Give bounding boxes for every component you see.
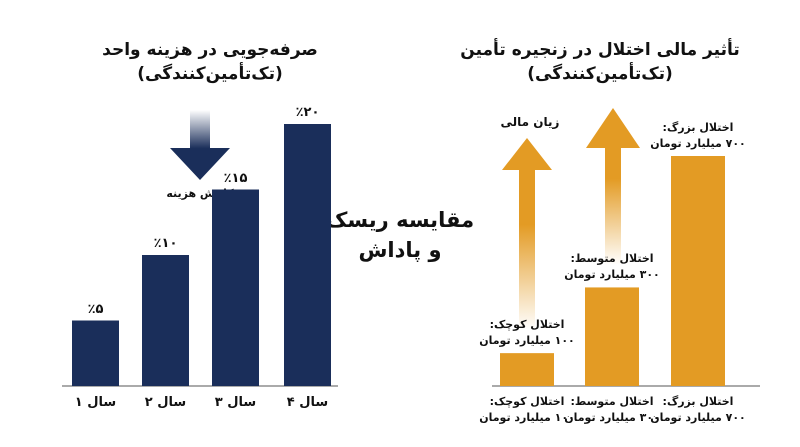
center-caption: مقایسه ریسک و پاداش [325,205,475,265]
left-bar-value-label-line: ٪۵ [87,301,104,317]
right-x-tick-label-line: اختلال بزرگ: [662,395,734,408]
left-bar-4 [284,124,331,386]
financial-loss-arrow-small-icon [502,138,552,330]
right-x-tick-label-line: ۱۰۰ میلیارد تومان [479,411,575,424]
left-x-tick-label: سال ۲ [127,394,204,411]
left-bar-value-label: ٪۲۰ [274,104,341,121]
left-chart-title: صرفه‌جویی در هزینه واحد (تک‌تأمین‌کنندگی… [60,38,360,86]
left-bar-1 [72,320,119,386]
right-bar-value-label: اختلال بزرگ: ۷۰۰ میلیارد تومان [643,120,753,152]
center-caption-line1: مقایسه ریسک [325,208,475,232]
left-bar-3 [212,189,259,386]
right-x-tick-label-line: ۳۰۰ میلیارد تومان [564,411,660,424]
right-bar-2 [585,287,639,386]
right-chart-title: تأثیر مالی اختلال در زنجیره تأمین (تک‌تأ… [440,38,760,86]
left-chart-bars [72,124,331,386]
right-bar-value-label: اختلال کوچک: ۱۰۰ میلیارد تومان [472,317,582,349]
left-x-tick-label: سال ۴ [269,394,346,411]
left-x-tick-label: سال ۱ [57,394,134,411]
left-bar-value-label: ٪۵ [62,301,129,318]
right-x-tick-label-line: اختلال متوسط: [570,395,654,408]
left-bar-2 [142,255,189,386]
right-chart-bars [500,156,725,386]
right-x-tick-label-line: اختلال کوچک: [489,395,565,408]
left-chart-title-line2: (تک‌تأمین‌کنندگی) [137,64,283,84]
left-x-tick-label: سال ۳ [197,394,274,411]
right-bar-value-label-line: اختلال متوسط: [570,252,654,266]
cost-reduction-arrow-icon [170,110,230,180]
financial-loss-label: زیان مالی [500,115,560,129]
left-bar-value-label-line: ٪۲۰ [295,105,320,120]
right-bar-value-label-line: اختلال کوچک: [489,318,565,332]
left-bar-value-label-line: ٪۱۵ [223,170,248,186]
center-caption-line2: و پاداش [358,238,442,262]
left-x-tick-label-line: سال ۲ [144,395,187,410]
right-x-tick-label-line: ۷۰۰ میلیارد تومان [650,411,746,424]
left-bar-value-label: ٪۱۵ [202,170,269,187]
right-chart-title-line2: (تک‌تأمین‌کنندگی) [527,64,673,84]
left-x-tick-label-line: سال ۳ [214,395,257,410]
right-x-tick-label: اختلال کوچک: ۱۰۰ میلیارد تومان [472,394,582,426]
right-bar-1 [500,353,554,386]
right-chart-title-line1: تأثیر مالی اختلال در زنجیره تأمین [460,40,740,60]
left-bar-value-label: ٪۱۰ [132,235,199,252]
right-bar-value-label-line: ۳۰۰ میلیارد تومان [564,268,660,282]
left-x-tick-label-line: سال ۴ [286,395,329,410]
financial-loss-arrow-large-icon [586,108,640,265]
right-bar-3 [671,156,725,386]
right-bar-value-label-line: اختلال بزرگ: [662,121,734,134]
left-x-tick-label-line: سال ۱ [74,395,117,410]
left-bar-value-label-line: ٪۱۰ [153,236,178,251]
right-x-tick-label: اختلال بزرگ: ۷۰۰ میلیارد تومان [643,394,753,426]
right-bar-value-label-line: ۷۰۰ میلیارد تومان [650,137,746,150]
right-bar-value-label-line: ۱۰۰ میلیارد تومان [479,334,575,348]
right-x-tick-label: اختلال متوسط: ۳۰۰ میلیارد تومان [557,394,667,426]
left-chart-title-line1: صرفه‌جویی در هزینه واحد [102,40,318,60]
right-bar-value-label: اختلال متوسط: ۳۰۰ میلیارد تومان [557,251,667,283]
